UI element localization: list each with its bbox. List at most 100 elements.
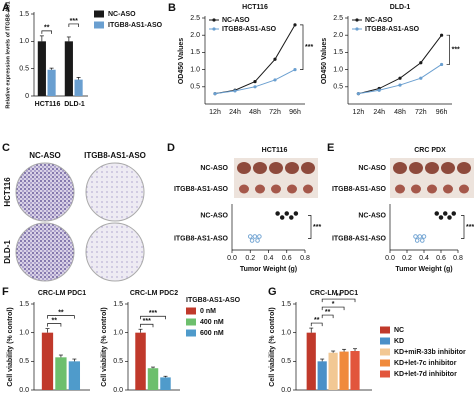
significance-label: *** xyxy=(313,224,321,231)
image-row-label: ITGB8-AS1-ASO xyxy=(332,186,387,193)
legend-marker xyxy=(355,27,359,31)
significance-bracket xyxy=(321,306,345,311)
significance-label: ** xyxy=(314,317,320,324)
y-tick-label: 0.5 xyxy=(333,84,343,91)
bar xyxy=(135,332,146,390)
point xyxy=(413,234,418,239)
y-tick-label: 1.5 xyxy=(19,301,29,308)
legend-label: KD+let-7d inhibitor xyxy=(394,371,457,378)
point xyxy=(420,238,425,243)
colony-plate xyxy=(15,222,75,282)
x-tick-label: 0.8 xyxy=(300,255,310,262)
chart-title: DLD-1 xyxy=(390,4,411,11)
x-tick-label: 12h xyxy=(353,109,365,116)
tumor xyxy=(303,184,313,194)
legend-swatch xyxy=(380,337,390,345)
x-tick-label: 48h xyxy=(249,109,261,116)
legend-label: NC-ASO xyxy=(365,17,393,24)
legend-label: 0 nM xyxy=(200,308,216,315)
significance-bracket xyxy=(446,34,450,65)
x-tick-label: 0.6 xyxy=(436,255,446,262)
x-tick-label: DLD-1 xyxy=(64,101,85,108)
colony-plate xyxy=(15,162,75,222)
legend-swatch xyxy=(380,359,390,367)
x-tick-label: 0.0 xyxy=(227,255,237,262)
x-tick-label: 96h xyxy=(289,109,301,116)
bar xyxy=(339,351,349,390)
image-row-label: ITGB8-AS1-ASO xyxy=(174,186,229,193)
series-line xyxy=(214,24,296,95)
significance-bracket xyxy=(47,315,75,319)
tumor xyxy=(239,184,249,194)
y-tick-label: 1.0 xyxy=(190,66,200,73)
significance-label: *** xyxy=(70,18,78,25)
x-tick-label: 0.0 xyxy=(385,255,395,262)
y-tick-label: 0.5 xyxy=(190,84,200,91)
point xyxy=(398,76,402,80)
panel-letter: E xyxy=(327,142,334,154)
point xyxy=(255,238,260,243)
bar xyxy=(68,361,81,390)
legend-label: KD+let-7c inhibitor xyxy=(394,360,457,367)
legend-label: NC-ASO xyxy=(222,17,250,24)
legend-label: NC xyxy=(394,327,404,334)
point xyxy=(213,92,217,96)
tumor xyxy=(441,162,455,174)
panel-letter: A xyxy=(2,2,10,14)
x-tick-label: 24h xyxy=(373,109,385,116)
significance-label: *** xyxy=(143,318,151,325)
y-tick-label: 0.5 xyxy=(113,358,123,365)
chart-title: CRC-LM PDC1 xyxy=(38,290,86,297)
legend-swatch xyxy=(186,318,196,326)
y-tick-label: 1.0 xyxy=(19,38,29,45)
point xyxy=(284,211,290,216)
tumor xyxy=(301,162,315,174)
point xyxy=(434,211,440,216)
panel-letter: D xyxy=(167,142,175,154)
point xyxy=(273,57,277,61)
bar xyxy=(160,377,171,390)
x-tick-label: 0.2 xyxy=(245,255,255,262)
point xyxy=(253,85,257,89)
x-tick-label: 12h xyxy=(209,109,221,116)
significance-label: *** xyxy=(452,47,460,54)
tumor xyxy=(409,162,423,174)
bar xyxy=(317,361,327,390)
legend-marker xyxy=(212,27,216,31)
x-tick-label: 72h xyxy=(415,109,427,116)
significance-label: ** xyxy=(58,309,64,316)
significance-bracket xyxy=(47,323,62,327)
y-tick-label: 1.0 xyxy=(19,330,29,337)
significance-bracket xyxy=(140,315,166,320)
x-tick-label: 0.4 xyxy=(264,255,274,262)
legend-label: NC-ASO xyxy=(108,11,136,18)
legend-swatch xyxy=(94,21,104,29)
y-tick-label: 2.5 xyxy=(333,15,343,22)
chart-title: HCT116 xyxy=(262,147,288,154)
image-row-label: NC-ASO xyxy=(358,165,386,172)
legend-label: ITGB8-AS1-ASO xyxy=(365,26,420,33)
row-label: HCT116 xyxy=(3,177,12,207)
point xyxy=(279,215,285,220)
significance-label: ** xyxy=(44,25,50,32)
y-tick-label: 0.5 xyxy=(19,358,29,365)
panel-letter: B xyxy=(168,2,176,14)
point xyxy=(273,78,277,82)
tumor xyxy=(271,184,281,194)
panel-letter: C xyxy=(2,142,10,154)
y-tick-label: 1.0 xyxy=(113,330,123,337)
significance-bracket xyxy=(140,323,154,328)
significance-bracket xyxy=(321,298,356,303)
y-category-label: ITGB8-AS1-ASO xyxy=(332,235,387,242)
x-axis-label: Tumor Weight (g) xyxy=(240,266,297,273)
point xyxy=(233,89,237,93)
point xyxy=(440,62,444,67)
tumor xyxy=(269,162,283,174)
significance-bracket xyxy=(68,23,79,27)
point xyxy=(289,215,294,220)
point xyxy=(249,238,255,243)
point xyxy=(419,61,423,65)
y-axis-label: OD450 Values xyxy=(321,38,328,84)
point xyxy=(447,215,452,220)
